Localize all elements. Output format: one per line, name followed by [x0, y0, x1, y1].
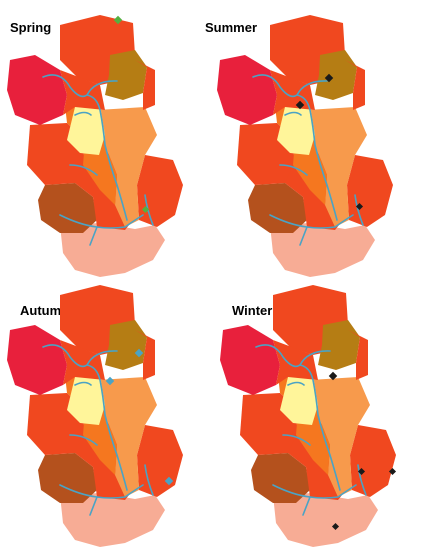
panel-title-summer: Summer	[205, 20, 257, 35]
station-marker	[328, 371, 338, 381]
marker-layer	[105, 348, 174, 486]
station-marker	[134, 348, 144, 358]
panel-title-autumn: Autumn	[20, 303, 69, 318]
station-marker	[164, 476, 174, 486]
station-marker	[141, 205, 150, 214]
station-marker	[357, 467, 366, 476]
station-marker	[388, 467, 397, 476]
marker-layer	[328, 371, 397, 531]
map-panel-winter: Winter	[219, 284, 397, 548]
map-panel-autumn: Autumn	[6, 284, 184, 548]
catchment-map	[219, 284, 397, 548]
marker-layer	[295, 73, 364, 211]
station-marker	[105, 376, 115, 386]
catchment-map	[6, 284, 184, 548]
panel-title-spring: Spring	[10, 20, 51, 35]
map-panel-spring: Spring	[6, 14, 184, 278]
map-panel-summer: Summer	[205, 14, 394, 278]
station-marker	[331, 522, 340, 531]
station-marker	[355, 202, 364, 211]
station-marker	[295, 100, 305, 110]
station-marker	[324, 73, 334, 83]
catchment-map	[216, 14, 394, 278]
catchment-map	[6, 14, 184, 278]
panel-title-winter: Winter	[232, 303, 272, 318]
